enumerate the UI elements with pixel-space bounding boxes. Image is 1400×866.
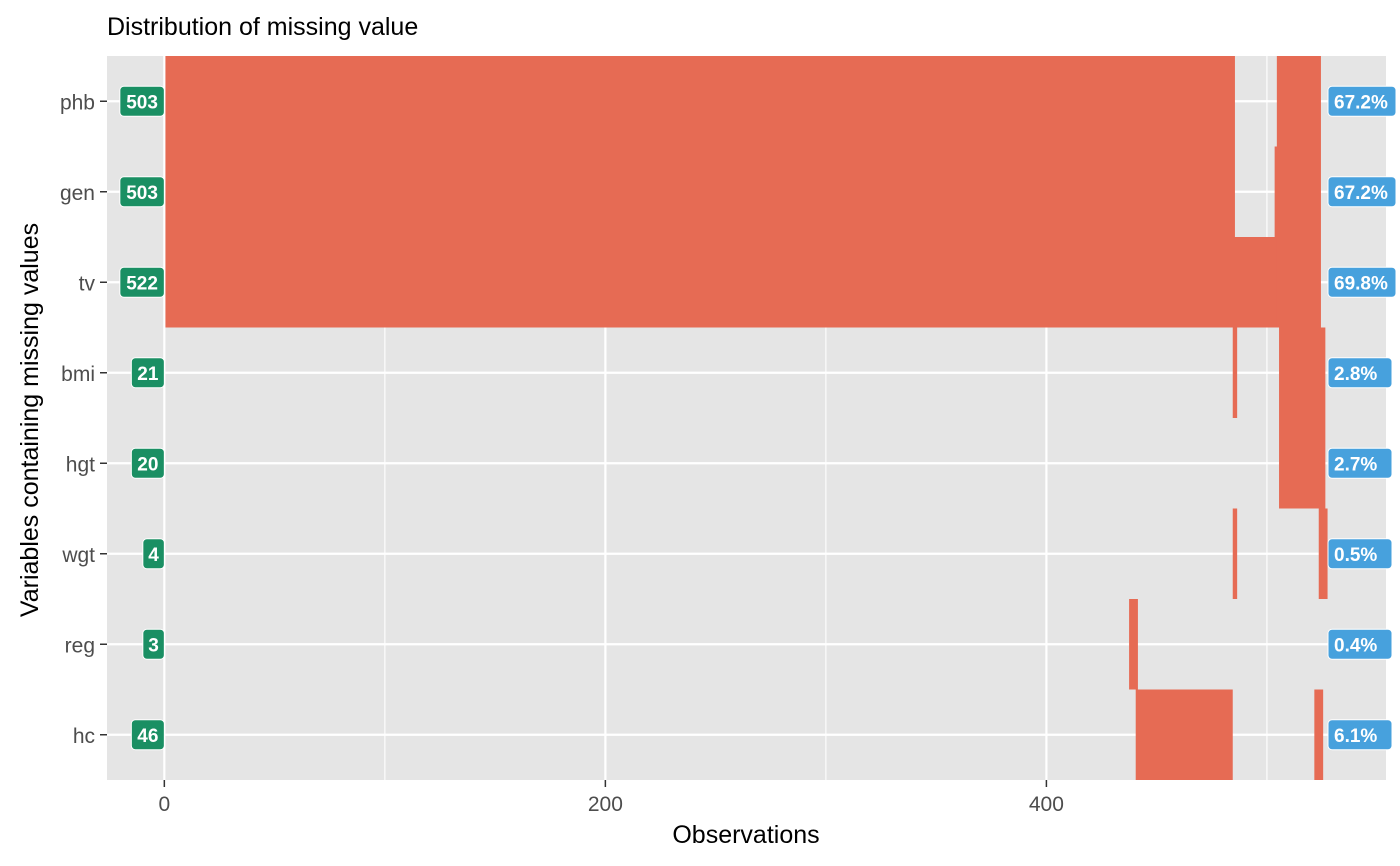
count-label-text: 503 (126, 92, 158, 113)
count-label-box (119, 176, 165, 208)
missing-count-label: 21 (130, 357, 165, 389)
count-label-box (130, 719, 165, 751)
x-tick-label: 200 (588, 793, 623, 816)
count-label-text: 4 (148, 545, 159, 566)
missing-count-label: 46 (130, 719, 165, 751)
count-label-box (119, 266, 165, 298)
y-tick-label: phb (60, 91, 95, 114)
missing-percent-label: 2.8% (1327, 357, 1393, 389)
missing-segment-gen (165, 146, 1235, 237)
missing-count-label: 20 (130, 447, 165, 479)
missing-count-labels: 503 503 522 21 20 4 3 46 (119, 85, 165, 751)
x-axis: 0 200 400 (158, 780, 1064, 816)
missing-count-label: 4 (142, 538, 165, 570)
missing-segment-hc (1135, 689, 1233, 780)
missing-segments (165, 56, 1328, 780)
count-label-text: 3 (148, 635, 159, 656)
x-tick-label: 400 (1029, 793, 1064, 816)
percent-label-box (1327, 538, 1393, 570)
y-tick-label: hc (73, 725, 95, 748)
y-tick-label: reg (65, 634, 95, 657)
missing-segment-phb (1276, 56, 1321, 147)
y-tick-label: tv (79, 272, 96, 295)
count-label-text: 20 (137, 454, 158, 475)
missing-percent-label: 67.2% (1327, 85, 1397, 117)
percent-label-box (1327, 447, 1393, 479)
count-label-text: 503 (126, 183, 158, 204)
missing-percent-label: 0.5% (1327, 538, 1393, 570)
percent-label-text: 2.8% (1334, 364, 1377, 385)
percent-label-box (1327, 176, 1397, 208)
y-axis: phb gen tv bmi hgt wgt reg hc (60, 91, 107, 748)
count-label-text: 21 (137, 364, 159, 385)
percent-label-text: 67.2% (1334, 183, 1388, 204)
missing-segment-phb (165, 56, 1235, 147)
missing-segment-bmi (1279, 327, 1326, 418)
missing-count-label: 522 (119, 266, 165, 298)
percent-label-box (1327, 628, 1393, 660)
missing-segment-bmi (1232, 327, 1238, 418)
percent-label-text: 67.2% (1334, 92, 1388, 113)
percent-label-text: 2.7% (1334, 454, 1377, 475)
missing-percent-label: 0.4% (1327, 628, 1393, 660)
y-tick-label: bmi (61, 363, 95, 386)
missing-segment-tv (165, 237, 1280, 328)
missing-segment-tv (1276, 237, 1321, 328)
missing-percent-label: 67.2% (1327, 176, 1397, 208)
missing-percent-labels: 67.2% 67.2% 69.8% 2.8% 2.7% 0.5% 0.4% 6.1% (1327, 85, 1397, 751)
missing-count-label: 503 (119, 176, 165, 208)
percent-label-box (1327, 719, 1393, 751)
missing-percent-label: 69.8% (1327, 266, 1397, 298)
missing-segment-hc (1314, 689, 1324, 780)
count-label-box (130, 447, 165, 479)
y-tick-label: hgt (66, 453, 95, 476)
missing-segment-wgt (1232, 508, 1238, 599)
x-tick-label: 0 (158, 793, 170, 816)
count-label-box (142, 538, 165, 570)
x-axis-title: Observations (672, 821, 819, 849)
y-tick-label: wgt (61, 544, 95, 567)
count-label-box (130, 357, 165, 389)
percent-label-text: 0.4% (1334, 635, 1377, 656)
missing-percent-label: 6.1% (1327, 719, 1393, 751)
missing-segment-wgt (1318, 508, 1328, 599)
missing-segment-reg (1129, 599, 1138, 690)
count-label-box (142, 628, 165, 660)
percent-label-text: 6.1% (1334, 726, 1377, 747)
missing-segment-hgt (1279, 418, 1326, 509)
y-tick-label: gen (60, 182, 95, 205)
percent-label-text: 0.5% (1334, 545, 1377, 566)
missing-count-label: 503 (119, 85, 165, 117)
chart-title: Distribution of missing value (107, 13, 418, 41)
count-label-box (119, 85, 165, 117)
percent-label-text: 69.8% (1334, 273, 1388, 294)
y-axis-title: Variables containing missing values (16, 223, 44, 617)
missing-percent-label: 2.7% (1327, 447, 1393, 479)
percent-label-box (1327, 266, 1397, 298)
count-label-text: 46 (137, 726, 158, 747)
count-label-text: 522 (126, 273, 158, 294)
percent-label-box (1327, 85, 1397, 117)
missing-segment-gen (1274, 146, 1321, 237)
percent-label-box (1327, 357, 1393, 389)
missing-count-label: 3 (142, 628, 165, 660)
